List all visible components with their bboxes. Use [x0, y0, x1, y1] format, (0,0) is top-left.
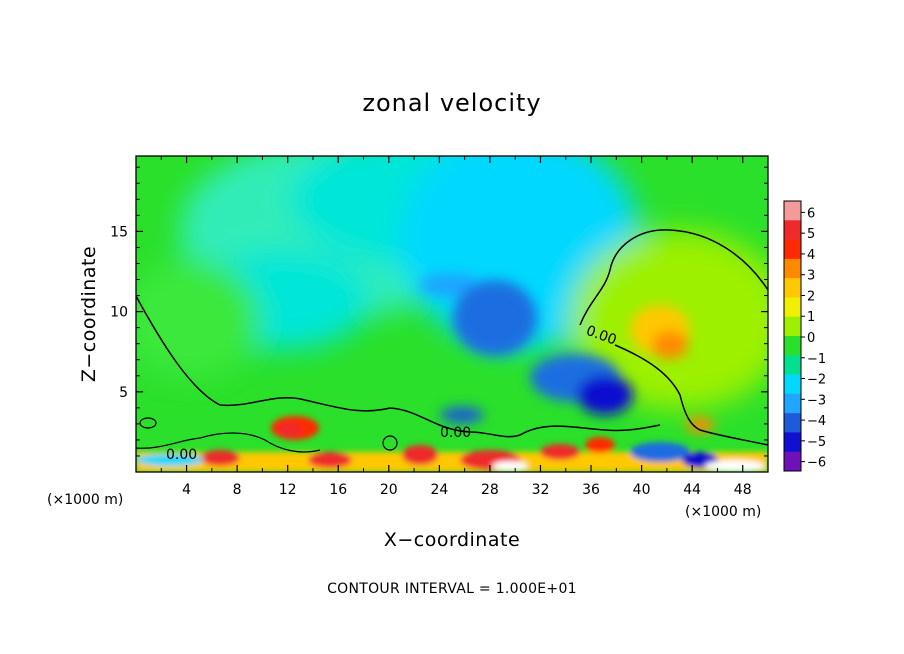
colorbar-tick-label: −2: [807, 373, 826, 388]
y-axis-title: Z−coordinate: [78, 246, 100, 382]
colorbar-tick-label: −3: [807, 393, 826, 408]
zero-contour-dome: [579, 229, 768, 326]
x-tick-label: 32: [532, 482, 550, 498]
zero-contour-loop: [382, 435, 398, 451]
colorbar-swatch: [784, 258, 801, 279]
zero-contour-right: [614, 344, 768, 446]
zero-contour-main: [136, 295, 661, 438]
x-tick-label: 40: [633, 482, 651, 498]
contour-label: 0.00: [440, 425, 471, 441]
x-tick-label: 12: [279, 482, 297, 498]
x-axis: 4 8 12 16 20 24 28 32 36 40 44 48: [160, 156, 752, 498]
y-tick-label: 15: [110, 224, 128, 240]
colorbar-tick-label: −4: [807, 414, 826, 429]
colorbar-swatch: [784, 278, 801, 298]
contour-label: 0.00: [166, 447, 197, 463]
contour-interval-note: CONTOUR INTERVAL = 1.000E+01: [327, 581, 577, 597]
velocity-field: [136, 156, 768, 472]
colorbar-tick-label: 2: [807, 289, 815, 304]
zero-contour-lower: [136, 432, 321, 453]
x-tick-label: 36: [582, 482, 600, 498]
x-tick-label: 44: [683, 482, 701, 498]
colorbar-swatch: [784, 355, 801, 375]
colorbar-tick-label: 0: [807, 331, 815, 346]
x-tick-label: 16: [329, 482, 347, 498]
colorbar-frame: [783, 200, 802, 472]
x-tick-label: 28: [481, 482, 499, 498]
colorbar: 6 5 4 3 2 1 0 −1 −2 −3 −4 −5 −6: [783, 200, 826, 472]
colorbar-tick-label: −5: [807, 435, 826, 450]
colorbar-swatch: [784, 451, 801, 472]
colorbar-swatch: [784, 220, 801, 240]
chart-title: zonal velocity: [362, 89, 541, 117]
x-tick-label: 24: [430, 482, 448, 498]
y-tick-label: 10: [110, 305, 128, 321]
colorbar-tick-label: −6: [807, 456, 826, 471]
colorbar-swatch: [784, 201, 801, 221]
x-tick-label: 4: [182, 482, 191, 498]
y-axis: 5 10 15: [110, 166, 768, 457]
colorbar-swatch: [784, 239, 801, 260]
colorbar-tick-label: 5: [807, 227, 815, 242]
colorbar-swatch: [784, 432, 801, 453]
colorbar-tick-label: 4: [807, 248, 815, 263]
x-tick-label: 48: [734, 482, 752, 498]
colorbar-swatch: [784, 413, 801, 433]
x-tick-label: 8: [233, 482, 242, 498]
colorbar-tick-label: −1: [807, 352, 826, 367]
x-tick-label: 20: [380, 482, 398, 498]
colorbar-swatch: [784, 316, 801, 337]
colorbar-swatch: [784, 336, 801, 356]
y-tick-label: 5: [119, 385, 128, 401]
colorbar-tick-label: 1: [807, 310, 815, 325]
colorbar-swatch: [784, 374, 801, 395]
colorbar-tick-label: 3: [807, 269, 815, 284]
colorbar-swatch: [784, 393, 801, 414]
x-axis-title: X−coordinate: [384, 529, 520, 551]
y-unit-label: (×1000 m): [47, 492, 123, 508]
plot-frame: [135, 155, 769, 473]
colorbar-tick-label: 6: [807, 206, 815, 221]
x-unit-label: (×1000 m): [685, 504, 761, 520]
zero-contour-loop: [139, 417, 157, 429]
colorbar-swatch: [784, 297, 801, 318]
